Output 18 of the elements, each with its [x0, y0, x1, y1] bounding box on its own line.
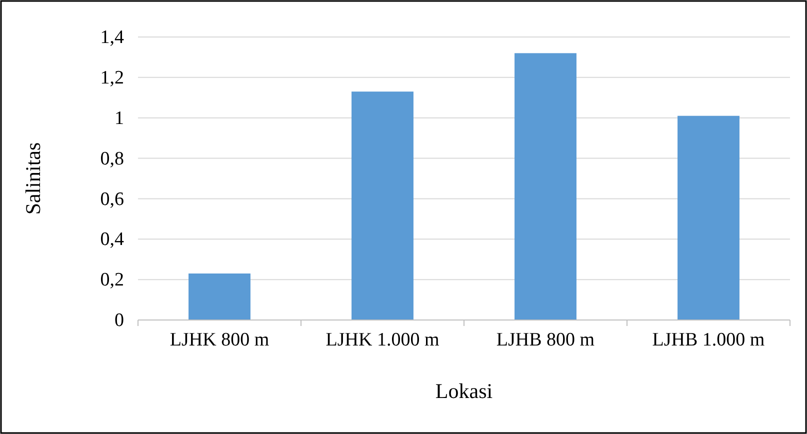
- y-tick-label: 0,2: [100, 270, 124, 291]
- x-axis-title: Lokasi: [435, 379, 493, 403]
- y-tick-label: 0,6: [100, 188, 124, 210]
- y-tick-label: 0,8: [100, 148, 124, 170]
- x-tick-label: LJHK 1.000 m: [326, 329, 440, 350]
- bar: [514, 53, 576, 320]
- x-tick-label: LJHB 800 m: [496, 329, 595, 350]
- y-tick-label: 0,4: [100, 229, 124, 250]
- y-tick-label: 0: [114, 310, 124, 332]
- y-tick-label: 1,4: [100, 27, 124, 48]
- bar: [188, 274, 250, 320]
- y-tick-label: 1: [114, 108, 124, 129]
- x-tick-label: LJHK 800 m: [170, 329, 270, 350]
- y-axis-title: Salinitas: [21, 142, 45, 215]
- y-tick-label: 1,2: [100, 68, 124, 89]
- bar: [678, 116, 740, 320]
- x-tick-label: LJHB 1.000 m: [652, 329, 765, 350]
- bar: [352, 92, 414, 320]
